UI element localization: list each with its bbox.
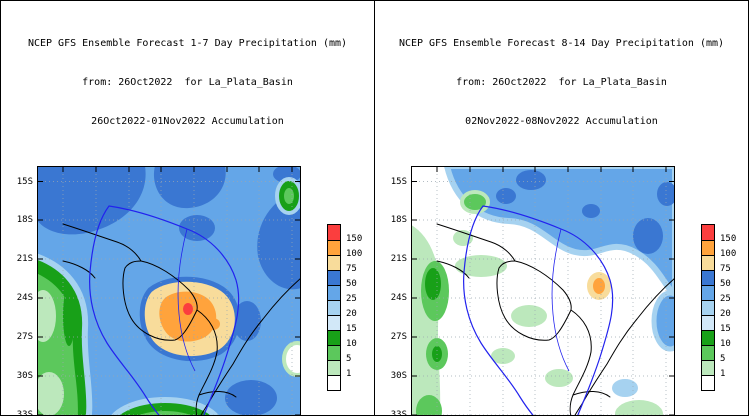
legend-tick-label: 10 xyxy=(346,339,357,349)
precip-map-week2 xyxy=(411,166,675,415)
lat-tick-label: 30S xyxy=(390,371,407,381)
legend-color-swatch xyxy=(328,240,340,255)
color-scale-legend: 150 100 75 50 25 20 15 10 5 1 xyxy=(701,224,745,415)
legend-color-swatch xyxy=(328,285,340,300)
legend-tick-label: 100 xyxy=(720,249,737,259)
lat-tick-label: 24S xyxy=(16,293,33,303)
legend-color-swatch xyxy=(328,315,340,330)
legend-color-swatch xyxy=(702,330,714,345)
title-line-2: from: 26Oct2022 for La_Plata_Basin xyxy=(82,77,293,88)
title-line-3: 26Oct2022-01Nov2022 Accumulation xyxy=(91,116,284,127)
lat-tick-label: 27S xyxy=(16,332,33,342)
legend-tick-label: 75 xyxy=(346,264,357,274)
lat-tick-label: 24S xyxy=(390,293,407,303)
lat-tick-label: 21S xyxy=(390,254,407,264)
legend-tick-label: 15 xyxy=(720,324,731,334)
panel-week1-forecast: NCEP GFS Ensemble Forecast 1-7 Day Preci… xyxy=(1,1,374,415)
legend-tick-label: 50 xyxy=(346,279,357,289)
legend-tick-label: 100 xyxy=(346,249,363,259)
legend-swatches xyxy=(327,224,341,391)
legend-tick-label: 75 xyxy=(720,264,731,274)
legend-color-swatch xyxy=(328,375,340,390)
legend-tick-label: 1 xyxy=(720,369,726,379)
panel-title-week2: NCEP GFS Ensemble Forecast 8-14 Day Prec… xyxy=(375,11,748,154)
lat-tick-label: 27S xyxy=(390,332,407,342)
precip-map-week1 xyxy=(37,166,301,415)
legend-tick-label: 5 xyxy=(720,354,726,364)
lat-tick-label: 33S xyxy=(390,410,407,415)
legend-color-swatch xyxy=(328,330,340,345)
lat-tick-label: 30S xyxy=(16,371,33,381)
title-line-1: NCEP GFS Ensemble Forecast 1-7 Day Preci… xyxy=(27,38,348,49)
lat-tick-label: 15S xyxy=(390,176,407,187)
legend-color-swatch xyxy=(702,225,714,240)
legend-color-swatch xyxy=(702,345,714,360)
panel-week2-forecast: NCEP GFS Ensemble Forecast 8-14 Day Prec… xyxy=(374,1,748,415)
legend-color-swatch xyxy=(328,345,340,360)
legend-tick-label: 5 xyxy=(346,354,352,364)
legend-tick-label: 15 xyxy=(346,324,357,334)
legend-color-swatch xyxy=(328,225,340,240)
lat-tick-label: 21S xyxy=(16,254,33,264)
legend-tick-label: 25 xyxy=(720,294,731,304)
legend-tick-label: 10 xyxy=(720,339,731,349)
legend-color-swatch xyxy=(702,375,714,390)
legend-tick-label: 1 xyxy=(346,369,352,379)
legend-color-swatch xyxy=(702,300,714,315)
legend-color-swatch xyxy=(702,255,714,270)
legend-tick-label: 25 xyxy=(346,294,357,304)
legend-color-swatch xyxy=(702,315,714,330)
color-scale-legend: 150 100 75 50 25 20 15 10 5 1 xyxy=(327,224,371,415)
panel-title-week1: NCEP GFS Ensemble Forecast 1-7 Day Preci… xyxy=(1,11,374,154)
title-line-3: 02Nov2022-08Nov2022 Accumulation xyxy=(465,116,658,127)
legend-tick-label: 150 xyxy=(720,234,737,244)
lat-tick-label: 18S xyxy=(390,215,407,225)
legend-swatches xyxy=(701,224,715,391)
legend-color-swatch xyxy=(328,360,340,375)
title-line-1: NCEP GFS Ensemble Forecast 8-14 Day Prec… xyxy=(398,38,725,49)
lat-tick-label: 18S xyxy=(16,215,33,225)
legend-color-swatch xyxy=(702,360,714,375)
legend-tick-label: 150 xyxy=(346,234,363,244)
legend-color-swatch xyxy=(328,255,340,270)
legend-color-swatch xyxy=(702,240,714,255)
legend-color-swatch xyxy=(328,300,340,315)
legend-color-swatch xyxy=(702,270,714,285)
legend-color-swatch xyxy=(702,285,714,300)
legend-tick-label: 20 xyxy=(720,309,731,319)
lat-tick-label: 33S xyxy=(16,410,33,415)
title-line-2: from: 26Oct2022 for La_Plata_Basin xyxy=(456,77,667,88)
legend-tick-label: 20 xyxy=(346,309,357,319)
lat-tick-label: 15S xyxy=(16,176,33,187)
legend-color-swatch xyxy=(328,270,340,285)
legend-tick-label: 50 xyxy=(720,279,731,289)
